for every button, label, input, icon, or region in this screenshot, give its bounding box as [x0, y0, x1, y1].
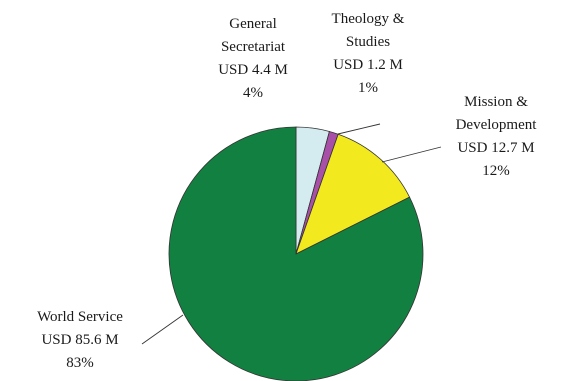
slice-label-line: 4% [243, 85, 263, 101]
slice-label-line: Mission & [464, 94, 528, 110]
leader-line-theology-studies [337, 123, 381, 135]
slice-label-line: USD 4.4 M [218, 62, 288, 78]
slice-labels: General Secretariat USD 4.4 M 4% Theology & S… [37, 11, 537, 371]
slice-label-line: Development [456, 117, 538, 133]
pie-slice-world-service [168, 126, 424, 381]
leader-line-mission-development [381, 146, 442, 163]
leader-lines [141, 123, 442, 345]
leader-line-world-service [141, 314, 184, 345]
slice-label-line: Studies [346, 34, 390, 50]
slice-label-line: USD 1.2 M [333, 57, 403, 73]
slice-label-line: USD 12.7 M [457, 140, 534, 156]
slice-label-theology-studies: Theology & Studies USD 1.2 M 1% [332, 11, 405, 96]
slice-label-line: 83% [66, 355, 94, 371]
slice-label-mission-development: Mission & Development USD 12.7 M 12% [456, 94, 538, 179]
slice-label-line: Secretariat [221, 39, 286, 55]
slice-label-general-secretariat: General Secretariat USD 4.4 M 4% [218, 16, 288, 101]
slice-label-world-service: World Service USD 85.6 M 83% [37, 309, 123, 371]
slice-label-line: World Service [37, 309, 123, 325]
slice-label-line: Theology & [332, 11, 405, 27]
slice-label-line: General [229, 16, 276, 32]
slice-label-line: USD 85.6 M [41, 332, 118, 348]
slice-label-line: 1% [358, 80, 378, 96]
slice-label-line: 12% [482, 163, 510, 179]
pie-slices [168, 126, 424, 381]
pie-slice-mission-development [295, 133, 411, 255]
